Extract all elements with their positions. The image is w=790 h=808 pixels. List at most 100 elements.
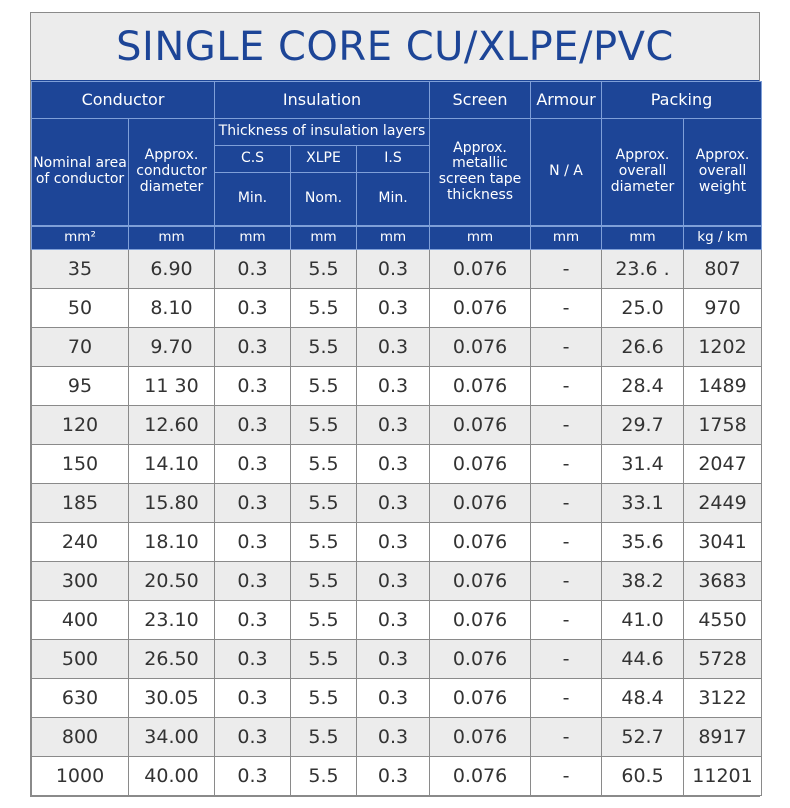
table-cell: 2449 bbox=[683, 483, 763, 523]
table-cell: 8917 bbox=[683, 717, 763, 757]
table-cell: 3041 bbox=[683, 522, 763, 562]
table-cell: 0.3 bbox=[214, 288, 291, 328]
table-row: 1000 40.00 0.3 5.5 0.3 0.076-60.5 11201 bbox=[31, 756, 763, 796]
table-cell: 0.3 bbox=[214, 561, 291, 601]
table-cell: 14.10 bbox=[128, 444, 215, 484]
col-screen-tape: Approx. metallic screen tape thickness bbox=[429, 118, 532, 227]
table-cell: 4550 bbox=[683, 600, 763, 640]
table-cell: 48.4 bbox=[601, 678, 685, 718]
table-cell: 0.076 bbox=[429, 483, 532, 523]
table-cell: 33.1 bbox=[601, 483, 685, 523]
table-row: 95 11 30 0.3 5.5 0.3 0.076-28.4 1489 bbox=[31, 366, 763, 406]
table-cell: 35 bbox=[31, 249, 129, 289]
table-cell: 0.3 bbox=[214, 366, 291, 406]
table-cell: 0.3 bbox=[214, 639, 291, 679]
table-cell: 0.3 bbox=[355, 327, 431, 367]
unit-cell: mm² bbox=[31, 225, 129, 250]
table-cell: 18.10 bbox=[128, 522, 215, 562]
col-thickness-layers: Thickness of insulation layers bbox=[213, 118, 431, 146]
table-cell: 0.076 bbox=[429, 678, 532, 718]
page-title: SINGLE CORE CU/XLPE/PVC bbox=[31, 13, 759, 81]
table-cell: 0.3 bbox=[355, 366, 431, 406]
table-cell: 29.7 bbox=[601, 405, 685, 445]
table-cell: 0.3 bbox=[214, 405, 291, 445]
table-cell: - bbox=[530, 249, 603, 289]
table-cell: 38.2 bbox=[601, 561, 685, 601]
table-cell: 0.3 bbox=[355, 249, 431, 289]
table-cell: 1000 bbox=[31, 756, 129, 796]
col-armour-na: N / A bbox=[530, 118, 603, 227]
table-cell: - bbox=[530, 639, 603, 679]
cable-spec-table: Conductor Insulation Screen Armour Packi… bbox=[31, 81, 763, 796]
table-cell: 0.3 bbox=[214, 327, 291, 367]
table-cell: 0.3 bbox=[355, 444, 431, 484]
table-cell: - bbox=[530, 678, 603, 718]
table-cell: 0.076 bbox=[429, 639, 532, 679]
table-cell: 5.5 bbox=[290, 405, 357, 445]
table-row: 185 15.80 0.3 5.5 0.3 0.076-33.1 2449 bbox=[31, 483, 763, 523]
table-cell: 1758 bbox=[683, 405, 763, 445]
table-cell: 5.5 bbox=[290, 600, 357, 640]
col-cs: C.S bbox=[214, 145, 291, 173]
table-cell: 40.00 bbox=[128, 756, 215, 796]
table-cell: 6.90 bbox=[128, 249, 215, 289]
table-cell: 1202 bbox=[683, 327, 763, 367]
table-cell: 0.3 bbox=[355, 522, 431, 562]
table-cell: - bbox=[530, 717, 603, 757]
table-cell: 5.5 bbox=[290, 366, 357, 406]
table-cell: 15.80 bbox=[128, 483, 215, 523]
col-is: I.S bbox=[355, 145, 431, 173]
table-cell: 0.076 bbox=[429, 522, 532, 562]
table-cell: 400 bbox=[31, 600, 129, 640]
table-cell: 0.3 bbox=[214, 249, 291, 289]
table-cell: 95 bbox=[31, 366, 129, 406]
table-cell: 120 bbox=[31, 405, 129, 445]
table-cell: - bbox=[530, 444, 603, 484]
group-armour: Armour bbox=[530, 81, 603, 119]
table-cell: 35.6 bbox=[601, 522, 685, 562]
table-cell: 0.3 bbox=[355, 288, 431, 328]
table-cell: 3122 bbox=[683, 678, 763, 718]
col-nominal-area: Nominal area of conductor bbox=[31, 118, 129, 227]
unit-cell: mm bbox=[214, 225, 291, 250]
table-cell: 44.6 bbox=[601, 639, 685, 679]
table-cell: 52.7 bbox=[601, 717, 685, 757]
table-cell: 0.076 bbox=[429, 366, 532, 406]
group-conductor: Conductor bbox=[31, 81, 215, 119]
table-cell: 5.5 bbox=[290, 522, 357, 562]
table-cell: 26.50 bbox=[128, 639, 215, 679]
table-cell: 2047 bbox=[683, 444, 763, 484]
table-cell: 25.0 bbox=[601, 288, 685, 328]
table-cell: - bbox=[530, 366, 603, 406]
table-cell: 0.3 bbox=[355, 405, 431, 445]
table-cell: 0.076 bbox=[429, 600, 532, 640]
table-cell: 0.3 bbox=[355, 756, 431, 796]
table-cell: 0.076 bbox=[429, 717, 532, 757]
table-cell: - bbox=[530, 756, 603, 796]
table-cell: 0.076 bbox=[429, 327, 532, 367]
table-cell: 20.50 bbox=[128, 561, 215, 601]
unit-cell: mm bbox=[128, 225, 215, 250]
table-cell: 5.5 bbox=[290, 756, 357, 796]
table-row: 35 6.90 0.3 5.5 0.3 0.076-23.6 . 807 bbox=[31, 249, 763, 289]
table-cell: 970 bbox=[683, 288, 763, 328]
table-cell: 0.3 bbox=[355, 717, 431, 757]
table-cell: 630 bbox=[31, 678, 129, 718]
table-row: 500 26.50 0.3 5.5 0.3 0.076-44.6 5728 bbox=[31, 639, 763, 679]
table-cell: - bbox=[530, 405, 603, 445]
table-cell: 0.3 bbox=[355, 678, 431, 718]
table-cell: 300 bbox=[31, 561, 129, 601]
col-conductor-diameter: Approx. conductor diameter bbox=[128, 118, 215, 227]
table-cell: 1489 bbox=[683, 366, 763, 406]
unit-cell: mm bbox=[429, 225, 532, 250]
table-cell: 5.5 bbox=[290, 639, 357, 679]
table-cell: 60.5 bbox=[601, 756, 685, 796]
table-row: 70 9.70 0.3 5.5 0.3 0.076-26.6 1202 bbox=[31, 327, 763, 367]
col-overall-diameter: Approx. overall diameter bbox=[601, 118, 685, 227]
table-cell: - bbox=[530, 288, 603, 328]
table-row: 120 12.60 0.3 5.5 0.3 0.076-29.7 1758 bbox=[31, 405, 763, 445]
table-cell: 12.60 bbox=[128, 405, 215, 445]
table-cell: 0.076 bbox=[429, 561, 532, 601]
unit-cell: kg / km bbox=[683, 225, 763, 250]
table-cell: 0.076 bbox=[429, 249, 532, 289]
